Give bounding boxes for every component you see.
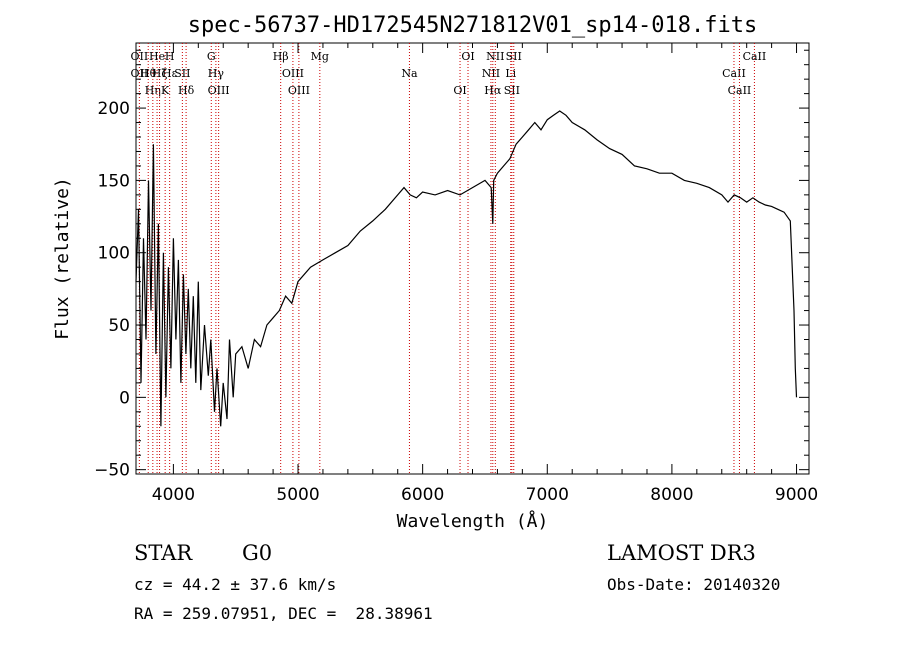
spectral-line-label: CaII bbox=[728, 84, 752, 97]
spectral-line-label: Hζ bbox=[152, 67, 168, 80]
spectrum-line bbox=[135, 110, 798, 427]
x-tick-label: 7000 bbox=[526, 485, 569, 505]
spectral-line-label: G bbox=[207, 50, 216, 63]
spectral-line-label: SII bbox=[174, 67, 190, 80]
spectral-line-label: Hη bbox=[145, 84, 161, 97]
spectral-line-label: Hγ bbox=[208, 67, 225, 80]
spectral-line-label: OI bbox=[461, 50, 474, 63]
x-tick-label: 5000 bbox=[276, 485, 319, 505]
y-tick-label: 100 bbox=[98, 244, 130, 264]
survey-name: LAMOST DR3 bbox=[607, 541, 756, 565]
x-tick-label: 6000 bbox=[401, 485, 444, 505]
spectral-line-label: OIII bbox=[208, 84, 230, 97]
spectral-line-label: H bbox=[165, 50, 175, 63]
spectral-line-label: Na bbox=[401, 67, 418, 80]
y-tick-label: 0 bbox=[119, 388, 130, 408]
object-class: STAR bbox=[134, 541, 193, 565]
spectral-line-label: K bbox=[161, 84, 170, 97]
spectral-line-label: SII bbox=[506, 50, 522, 63]
spectral-line-label: CaII bbox=[722, 67, 746, 80]
spectral-line-label: OII bbox=[131, 67, 149, 80]
y-tick-label: 50 bbox=[108, 316, 130, 336]
coordinates-text: RA = 259.07951, DEC = 28.38961 bbox=[134, 604, 433, 623]
spectral-line-label: OI bbox=[453, 84, 466, 97]
spectral-line-label: CaII bbox=[743, 50, 767, 63]
y-axis-label: Flux (relative) bbox=[52, 177, 73, 340]
spectral-line-label: NII bbox=[482, 67, 500, 80]
object-subclass: G0 bbox=[242, 541, 273, 565]
y-tick-label: 200 bbox=[98, 99, 130, 119]
spectral-line-label: He bbox=[149, 50, 165, 63]
plot-frame bbox=[135, 42, 810, 475]
spectral-line-label: Mg bbox=[311, 50, 329, 63]
y-tick-label: −50 bbox=[94, 461, 130, 481]
spectral-line-label: OII bbox=[131, 50, 149, 63]
spectral-line-label: Hε bbox=[162, 67, 178, 80]
x-tick-label: 9000 bbox=[775, 485, 818, 505]
x-tick-label: 8000 bbox=[650, 485, 693, 505]
spectral-line-label: Hδ bbox=[178, 84, 195, 97]
spectral-line-label: Li bbox=[505, 67, 516, 80]
x-tick-label: 4000 bbox=[152, 485, 195, 505]
spectral-line-label: OIII bbox=[288, 84, 310, 97]
redshift-text: cz = 44.2 ± 37.6 km/s bbox=[134, 575, 337, 594]
spectral-line-label: SII bbox=[504, 84, 520, 97]
spectral-line-label: OIII bbox=[282, 67, 304, 80]
spectral-line-label: Hα bbox=[484, 84, 502, 97]
y-tick-label: 150 bbox=[98, 171, 130, 191]
spectral-line-label: Hβ bbox=[273, 50, 289, 63]
obs-date-text: Obs-Date: 20140320 bbox=[607, 575, 781, 594]
x-axis-label: Wavelength (Å) bbox=[397, 510, 549, 532]
chart-title: spec-56737-HD172545N271812V01_sp14-018.f… bbox=[188, 13, 758, 38]
spectral-line-label: NII bbox=[486, 50, 504, 63]
